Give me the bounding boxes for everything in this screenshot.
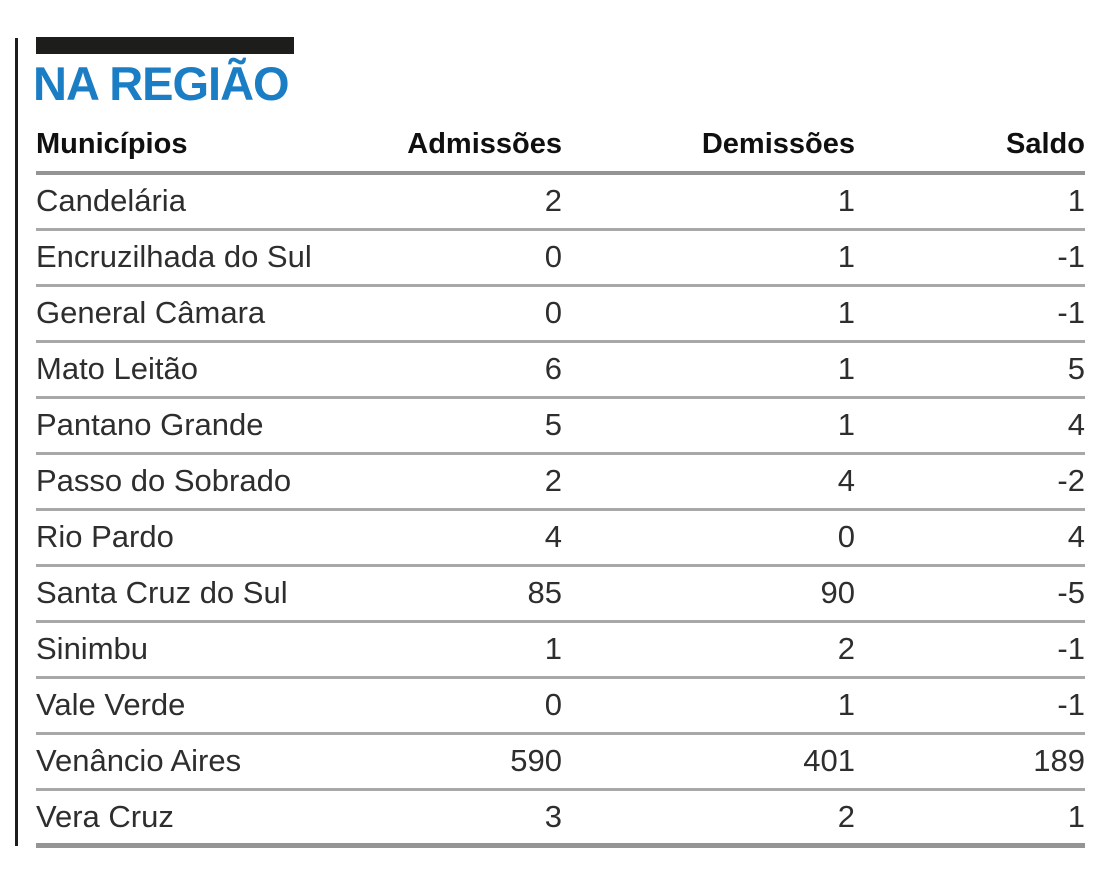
table-row: Rio Pardo 4 0 4 [36, 509, 1085, 567]
value-cell-demissoes: 2 [562, 621, 855, 679]
value-cell-saldo: -5 [855, 565, 1085, 623]
value-cell-demissoes: 90 [562, 565, 855, 623]
title-kicker-bar [36, 37, 294, 54]
table-row: Santa Cruz do Sul 85 90 -5 [36, 565, 1085, 623]
value-cell-saldo: -1 [855, 229, 1085, 287]
value-cell-saldo: 1 [855, 173, 1085, 231]
table-row: Passo do Sobrado 2 4 -2 [36, 453, 1085, 511]
value-cell-admissoes: 590 [366, 733, 562, 791]
table-row: General Câmara 0 1 -1 [36, 285, 1085, 343]
municipio-cell: Candelária [36, 173, 366, 231]
value-cell-admissoes: 0 [366, 229, 562, 287]
value-cell-saldo: 1 [855, 789, 1085, 848]
value-cell-saldo: 4 [855, 397, 1085, 455]
value-cell-demissoes: 0 [562, 509, 855, 567]
column-header-saldo: Saldo [855, 128, 1085, 175]
municipio-cell: Pantano Grande [36, 397, 366, 455]
value-cell-admissoes: 0 [366, 285, 562, 343]
value-cell-demissoes: 2 [562, 789, 855, 848]
table-row: Vera Cruz 3 2 1 [36, 789, 1085, 848]
value-cell-saldo: -1 [855, 677, 1085, 735]
value-cell-saldo: 189 [855, 733, 1085, 791]
value-cell-admissoes: 5 [366, 397, 562, 455]
column-header-demissoes: Demissões [562, 128, 855, 175]
table-row: Mato Leitão 6 1 5 [36, 341, 1085, 399]
municipio-cell: Rio Pardo [36, 509, 366, 567]
value-cell-demissoes: 1 [562, 229, 855, 287]
value-cell-admissoes: 2 [366, 173, 562, 231]
value-cell-admissoes: 85 [366, 565, 562, 623]
municipio-cell: Encruzilhada do Sul [36, 229, 366, 287]
left-rule [15, 38, 18, 846]
value-cell-saldo: -2 [855, 453, 1085, 511]
value-cell-saldo: 4 [855, 509, 1085, 567]
value-cell-admissoes: 6 [366, 341, 562, 399]
value-cell-saldo: -1 [855, 285, 1085, 343]
value-cell-saldo: 5 [855, 341, 1085, 399]
value-cell-demissoes: 1 [562, 173, 855, 231]
municipio-cell: Venâncio Aires [36, 733, 366, 791]
table-row: Venâncio Aires 590 401 189 [36, 733, 1085, 791]
municipio-cell: Sinimbu [36, 621, 366, 679]
region-table: Municípios Admissões Demissões Saldo Candel… [36, 128, 1085, 848]
value-cell-admissoes: 2 [366, 453, 562, 511]
value-cell-demissoes: 1 [562, 341, 855, 399]
municipio-cell: Santa Cruz do Sul [36, 565, 366, 623]
municipio-cell: General Câmara [36, 285, 366, 343]
page-title: NA REGIÃO [33, 57, 290, 110]
value-cell-admissoes: 0 [366, 677, 562, 735]
municipio-cell: Vera Cruz [36, 789, 366, 848]
value-cell-saldo: -1 [855, 621, 1085, 679]
value-cell-admissoes: 1 [366, 621, 562, 679]
municipio-cell: Vale Verde [36, 677, 366, 735]
table-row: Candelária 2 1 1 [36, 173, 1085, 231]
value-cell-admissoes: 4 [366, 509, 562, 567]
column-header-municipios: Municípios [36, 128, 366, 175]
table-row: Vale Verde 0 1 -1 [36, 677, 1085, 735]
header-row: Municípios Admissões Demissões Saldo [36, 128, 1085, 175]
municipio-cell: Passo do Sobrado [36, 453, 366, 511]
value-cell-demissoes: 1 [562, 397, 855, 455]
table-row: Pantano Grande 5 1 4 [36, 397, 1085, 455]
table-row: Sinimbu 1 2 -1 [36, 621, 1085, 679]
municipio-cell: Mato Leitão [36, 341, 366, 399]
value-cell-demissoes: 1 [562, 677, 855, 735]
value-cell-admissoes: 3 [366, 789, 562, 848]
column-header-admissoes: Admissões [366, 128, 562, 175]
value-cell-demissoes: 4 [562, 453, 855, 511]
table-row: Encruzilhada do Sul 0 1 -1 [36, 229, 1085, 287]
value-cell-demissoes: 1 [562, 285, 855, 343]
value-cell-demissoes: 401 [562, 733, 855, 791]
